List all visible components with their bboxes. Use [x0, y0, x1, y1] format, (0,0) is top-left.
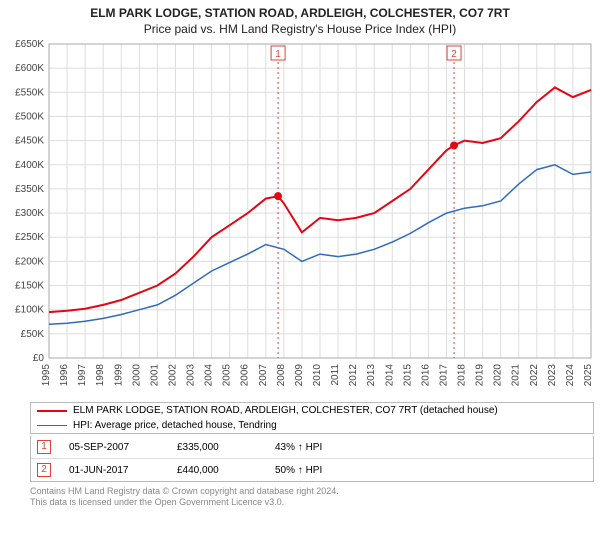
svg-text:2022: 2022	[529, 364, 540, 387]
svg-text:2007: 2007	[258, 364, 269, 387]
svg-text:£400K: £400K	[15, 160, 44, 171]
title-block: ELM PARK LODGE, STATION ROAD, ARDLEIGH, …	[0, 0, 600, 38]
sale-price: £335,000	[177, 442, 257, 453]
svg-text:£200K: £200K	[15, 256, 44, 267]
legend-row-hpi: HPI: Average price, detached house, Tend…	[31, 418, 593, 433]
svg-text:2001: 2001	[149, 364, 160, 387]
svg-text:2025: 2025	[583, 364, 594, 387]
sale-delta: 50% ↑ HPI	[275, 465, 322, 476]
sale-marker-box: 1	[37, 440, 51, 454]
svg-text:£450K: £450K	[15, 136, 44, 147]
svg-text:2011: 2011	[330, 364, 341, 386]
footnote-line2: This data is licensed under the Open Gov…	[30, 497, 594, 508]
svg-text:2002: 2002	[167, 364, 178, 387]
svg-text:1995: 1995	[41, 364, 52, 387]
svg-text:£100K: £100K	[15, 305, 44, 316]
svg-text:2015: 2015	[402, 364, 413, 387]
chart-subtitle: Price paid vs. HM Land Registry's House …	[4, 22, 596, 36]
svg-text:2014: 2014	[384, 364, 395, 387]
svg-text:£150K: £150K	[15, 281, 44, 292]
footnote-line1: Contains HM Land Registry data © Crown c…	[30, 486, 594, 497]
footnote: Contains HM Land Registry data © Crown c…	[30, 486, 594, 508]
legend-label-property: ELM PARK LODGE, STATION ROAD, ARDLEIGH, …	[73, 405, 498, 416]
svg-text:2019: 2019	[475, 364, 486, 387]
svg-text:1999: 1999	[113, 364, 124, 387]
sale-date: 05-SEP-2007	[69, 442, 159, 453]
svg-text:2012: 2012	[348, 364, 359, 387]
svg-text:£650K: £650K	[15, 39, 44, 50]
legend: ELM PARK LODGE, STATION ROAD, ARDLEIGH, …	[30, 402, 594, 434]
svg-text:2005: 2005	[222, 364, 233, 387]
svg-text:2006: 2006	[240, 364, 251, 387]
sale-row: 2 01-JUN-2017 £440,000 50% ↑ HPI	[31, 458, 593, 481]
svg-text:2023: 2023	[547, 364, 558, 387]
chart-title: ELM PARK LODGE, STATION ROAD, ARDLEIGH, …	[4, 6, 596, 20]
sale-date: 01-JUN-2017	[69, 465, 159, 476]
svg-text:1996: 1996	[59, 364, 70, 387]
svg-text:£0: £0	[33, 353, 45, 364]
svg-text:2009: 2009	[294, 364, 305, 387]
svg-text:2021: 2021	[511, 364, 522, 387]
chart-container: ELM PARK LODGE, STATION ROAD, ARDLEIGH, …	[0, 0, 600, 508]
svg-text:1997: 1997	[77, 364, 88, 387]
legend-row-property: ELM PARK LODGE, STATION ROAD, ARDLEIGH, …	[31, 403, 593, 418]
svg-text:1: 1	[275, 49, 281, 60]
legend-label-hpi: HPI: Average price, detached house, Tend…	[73, 420, 277, 431]
svg-text:£600K: £600K	[15, 63, 44, 74]
legend-swatch-property	[37, 410, 67, 412]
svg-text:2024: 2024	[565, 364, 576, 387]
svg-text:2010: 2010	[312, 364, 323, 387]
svg-text:2017: 2017	[438, 364, 449, 387]
svg-text:1998: 1998	[95, 364, 106, 387]
svg-text:£550K: £550K	[15, 87, 44, 98]
svg-text:2020: 2020	[493, 364, 504, 387]
sale-marker-box: 2	[37, 463, 51, 477]
svg-text:£300K: £300K	[15, 208, 44, 219]
svg-text:2: 2	[451, 49, 457, 60]
svg-text:£250K: £250K	[15, 232, 44, 243]
svg-text:£500K: £500K	[15, 111, 44, 122]
svg-text:2016: 2016	[420, 364, 431, 387]
svg-text:2003: 2003	[186, 364, 197, 387]
svg-text:2008: 2008	[276, 364, 287, 387]
sale-table: 1 05-SEP-2007 £335,000 43% ↑ HPI 2 01-JUN-201…	[30, 436, 594, 482]
chart-svg: £0 £50K £100K £150K £200K £250K £300K £350K £400…	[5, 38, 595, 398]
svg-text:2004: 2004	[204, 364, 215, 387]
svg-text:2013: 2013	[366, 364, 377, 387]
plot-area: £0 £50K £100K £150K £200K £250K £300K £350K £400…	[5, 38, 595, 398]
svg-text:£350K: £350K	[15, 184, 44, 195]
sale-price: £440,000	[177, 465, 257, 476]
svg-text:2000: 2000	[131, 364, 142, 387]
svg-text:2018: 2018	[457, 364, 468, 387]
legend-swatch-hpi	[37, 425, 67, 426]
sale-row: 1 05-SEP-2007 £335,000 43% ↑ HPI	[31, 436, 593, 458]
svg-text:£50K: £50K	[21, 329, 45, 340]
sale-delta: 43% ↑ HPI	[275, 442, 322, 453]
